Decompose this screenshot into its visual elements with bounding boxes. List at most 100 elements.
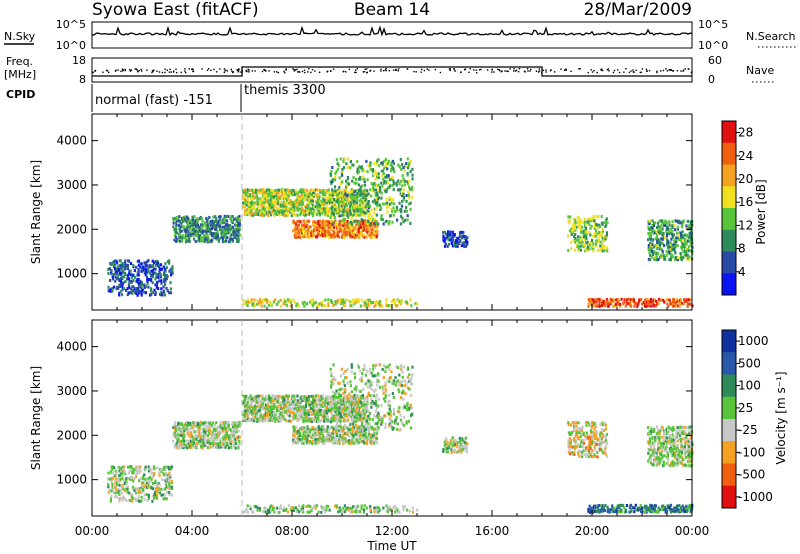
echo-cell bbox=[319, 227, 322, 231]
echo-cell bbox=[668, 247, 671, 251]
echo-cell bbox=[374, 439, 377, 443]
echo-cell bbox=[352, 427, 355, 431]
echo-cell bbox=[158, 467, 161, 471]
echo-cell bbox=[652, 224, 656, 227]
echo-cell bbox=[390, 168, 393, 172]
echo-cell bbox=[348, 193, 351, 197]
echo-cell bbox=[314, 205, 317, 208]
echo-cell bbox=[355, 181, 358, 185]
echo-cell bbox=[213, 439, 216, 443]
echo-cell bbox=[161, 478, 164, 482]
echo-cell bbox=[193, 215, 196, 219]
echo-cell bbox=[568, 221, 571, 225]
echo-cell bbox=[206, 428, 209, 432]
echo-cell bbox=[360, 200, 363, 204]
echo-cell bbox=[674, 304, 677, 308]
echo-cell bbox=[154, 293, 157, 296]
echo-cell bbox=[183, 427, 186, 431]
echo-cell bbox=[317, 192, 320, 196]
echo-cell bbox=[287, 394, 291, 398]
echo-cell bbox=[245, 395, 248, 398]
echo-cell bbox=[171, 267, 174, 271]
echo-cell bbox=[657, 225, 660, 229]
echo-cell bbox=[161, 293, 164, 297]
echo-cell bbox=[302, 406, 305, 410]
echo-cell bbox=[624, 304, 627, 308]
echo-cell bbox=[341, 173, 344, 177]
echo-cell bbox=[279, 298, 282, 302]
echo-cell bbox=[447, 242, 450, 246]
echo-cell bbox=[345, 179, 348, 183]
echo-cell bbox=[315, 193, 318, 197]
echo-cell bbox=[455, 239, 458, 242]
echo-cell bbox=[364, 223, 367, 227]
echo-cell bbox=[671, 302, 674, 306]
echo-cell bbox=[300, 199, 303, 203]
echo-cell bbox=[336, 233, 339, 237]
echo-cell bbox=[649, 228, 652, 232]
echo-cell bbox=[656, 258, 659, 262]
echo-cell bbox=[274, 419, 277, 423]
echo-cell bbox=[296, 409, 299, 413]
echo-cell bbox=[357, 222, 361, 225]
echo-cell bbox=[346, 199, 349, 203]
echo-cell bbox=[605, 233, 609, 237]
echo-cell bbox=[216, 446, 219, 450]
echo-cell bbox=[366, 178, 369, 182]
echo-cell bbox=[359, 194, 362, 198]
echo-cell bbox=[169, 475, 172, 479]
echo-cell bbox=[589, 219, 592, 223]
echo-cell bbox=[332, 378, 335, 381]
echo-cell bbox=[123, 465, 126, 469]
echo-cell bbox=[302, 431, 305, 435]
echo-cell bbox=[201, 435, 204, 439]
echo-cell bbox=[343, 233, 347, 237]
echo-cell bbox=[323, 207, 326, 211]
echo-cell bbox=[123, 497, 126, 501]
echo-cell bbox=[118, 474, 121, 478]
nsky-panel-frame bbox=[91, 21, 693, 49]
echo-cell bbox=[198, 429, 201, 433]
echo-cell bbox=[118, 483, 121, 487]
echo-cell bbox=[226, 443, 229, 447]
echo-cell bbox=[352, 235, 355, 238]
echo-cell bbox=[306, 219, 309, 223]
echo-cell bbox=[155, 285, 158, 289]
echo-cell bbox=[670, 237, 673, 241]
echo-cell bbox=[343, 384, 346, 388]
echo-cell bbox=[168, 269, 171, 273]
echo-cell bbox=[329, 410, 332, 414]
echo-cell bbox=[619, 302, 622, 306]
echo-cell bbox=[303, 192, 306, 196]
echo-cell bbox=[327, 302, 330, 306]
echo-cell bbox=[655, 253, 658, 257]
echo-cell bbox=[593, 234, 596, 238]
echo-cell bbox=[672, 304, 675, 308]
echo-cell bbox=[301, 202, 304, 206]
echo-cell bbox=[295, 199, 298, 203]
echo-cell bbox=[276, 303, 279, 306]
echo-cell bbox=[180, 433, 183, 437]
echo-cell bbox=[275, 200, 278, 204]
echo-cell bbox=[326, 417, 329, 421]
echo-cell bbox=[219, 221, 222, 225]
echo-cell bbox=[581, 236, 584, 240]
echo-cell bbox=[667, 246, 670, 249]
echo-cell bbox=[276, 196, 280, 200]
echo-cell bbox=[577, 235, 580, 239]
echo-cell bbox=[302, 190, 305, 194]
echo-cell bbox=[176, 231, 179, 235]
echo-cell bbox=[144, 291, 147, 295]
echo-cell bbox=[131, 289, 134, 293]
echo-cell bbox=[451, 244, 454, 248]
echo-cell bbox=[237, 223, 240, 227]
echo-cell bbox=[574, 218, 577, 222]
echo-cell bbox=[159, 275, 163, 279]
echo-cell bbox=[342, 382, 346, 386]
echo-cell bbox=[271, 195, 274, 199]
echo-cell bbox=[317, 394, 320, 398]
echo-cell bbox=[264, 415, 267, 419]
echo-cell bbox=[355, 219, 358, 223]
echo-cell bbox=[300, 206, 303, 210]
